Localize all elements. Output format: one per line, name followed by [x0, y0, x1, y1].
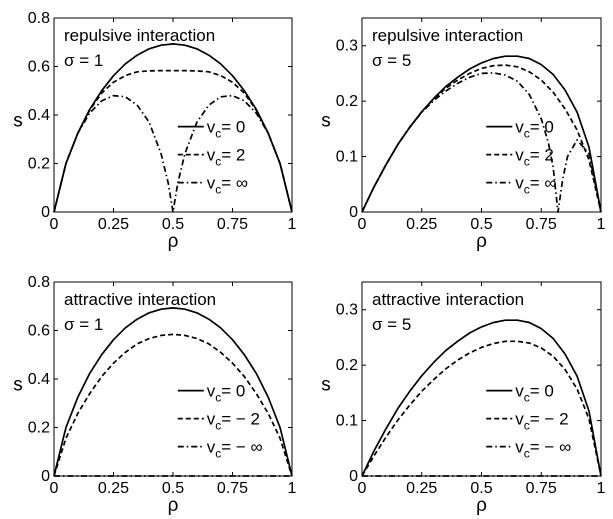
x-tick-label: 0	[358, 216, 367, 233]
legend-label: vc= 0	[515, 382, 554, 405]
x-tick-label: 0	[50, 216, 59, 233]
x-tick-label: 0.5	[470, 480, 492, 497]
y-tick-label: 0.4	[28, 107, 50, 124]
x-tick-label: 0.5	[162, 216, 184, 233]
x-axis-label: ρ	[168, 231, 179, 252]
series-line	[361, 319, 602, 477]
y-tick-label: 0.2	[336, 357, 358, 374]
x-tick-label: 1	[597, 216, 606, 233]
y-tick-label: 0.8	[28, 10, 50, 27]
legend-label: vc= − 2	[515, 410, 568, 433]
legend-label: vc= 2	[207, 146, 246, 169]
plot-frame	[361, 281, 602, 477]
x-axis-label: ρ	[476, 495, 487, 516]
y-tick-label: 0	[349, 204, 358, 221]
y-tick-label: 0.3	[336, 38, 358, 55]
interaction-annotation: repulsive interaction	[64, 26, 215, 45]
x-tick-label: 1	[288, 480, 297, 497]
x-axis-label: ρ	[168, 495, 179, 516]
series-line	[361, 340, 602, 477]
sigma-annotation: σ = 1	[64, 51, 103, 70]
x-tick-label: 0.75	[217, 480, 248, 497]
series-line	[53, 69, 293, 213]
x-tick-label: 0.75	[526, 216, 557, 233]
chart-panel: 0 0.25 0.5 0.75 1 0 0.2 0.4 0.6 0.8 ρ s repulsive in…	[13, 10, 296, 252]
y-tick-label: 0.2	[336, 93, 358, 110]
interaction-annotation: attractive interaction	[64, 290, 216, 309]
legend-label: vc= 2	[515, 146, 554, 169]
legend-label: vc= − ∞	[515, 438, 571, 461]
sigma-annotation: σ = 5	[372, 315, 411, 334]
x-tick-label: 0	[358, 480, 367, 497]
y-tick-label: 0	[349, 468, 358, 485]
sigma-annotation: σ = 1	[64, 315, 103, 334]
y-axis-label: s	[13, 375, 23, 396]
chart-panel: 0 0.25 0.5 0.75 1 0 0.2 0.4 0.6 0.8 ρ s attractive i…	[13, 274, 296, 516]
x-tick-label: 0.25	[98, 216, 129, 233]
y-tick-label: 0.1	[336, 413, 358, 430]
y-tick-label: 0.2	[28, 156, 50, 173]
y-tick-label: 0.6	[28, 323, 50, 340]
y-tick-label: 0.8	[28, 274, 50, 291]
legend-label: vc= − ∞	[207, 438, 263, 461]
sigma-annotation: σ = 5	[372, 51, 411, 70]
plot-frame	[361, 17, 602, 213]
y-tick-label: 0.3	[336, 302, 358, 319]
legend-label: vc= 0	[515, 118, 554, 141]
x-tick-label: 0.5	[470, 216, 492, 233]
x-tick-label: 0.75	[217, 216, 248, 233]
x-tick-label: 1	[597, 480, 606, 497]
x-tick-label: 1	[288, 216, 297, 233]
x-tick-label: 0.25	[98, 480, 129, 497]
legend-label: vc= ∞	[515, 174, 556, 197]
interaction-annotation: repulsive interaction	[372, 26, 523, 45]
x-tick-label: 0.25	[406, 216, 437, 233]
x-tick-label: 0.25	[406, 480, 437, 497]
legend-label: vc= 0	[207, 118, 246, 141]
y-tick-label: 0.2	[28, 420, 50, 437]
y-tick-label: 0	[41, 204, 50, 221]
x-tick-label: 0.75	[526, 480, 557, 497]
series-line	[53, 94, 293, 213]
y-axis-label: s	[321, 375, 331, 396]
y-tick-label: 0	[41, 468, 50, 485]
x-tick-label: 0	[50, 480, 59, 497]
legend-label: vc= − 2	[207, 410, 260, 433]
series-line	[53, 307, 293, 477]
y-tick-label: 0.4	[28, 371, 50, 388]
y-axis-label: s	[321, 111, 331, 132]
plot-frame	[53, 281, 293, 477]
chart-panel: 0 0.25 0.5 0.75 1 0 0.1 0.2 0.3 ρ s attractive inte…	[321, 281, 606, 516]
chart-panel: 0 0.25 0.5 0.75 1 0 0.1 0.2 0.3 ρ s repulsive inter…	[321, 17, 606, 252]
x-tick-label: 0.5	[162, 480, 184, 497]
legend-label: vc= 0	[207, 382, 246, 405]
interaction-annotation: attractive interaction	[372, 290, 524, 309]
legend-label: vc= ∞	[207, 174, 248, 197]
y-tick-label: 0.6	[28, 59, 50, 76]
y-axis-label: s	[13, 111, 23, 132]
x-axis-label: ρ	[476, 231, 487, 252]
series-line	[361, 72, 602, 213]
series-line	[53, 333, 293, 477]
plot-frame	[53, 17, 293, 213]
y-tick-label: 0.1	[336, 149, 358, 166]
